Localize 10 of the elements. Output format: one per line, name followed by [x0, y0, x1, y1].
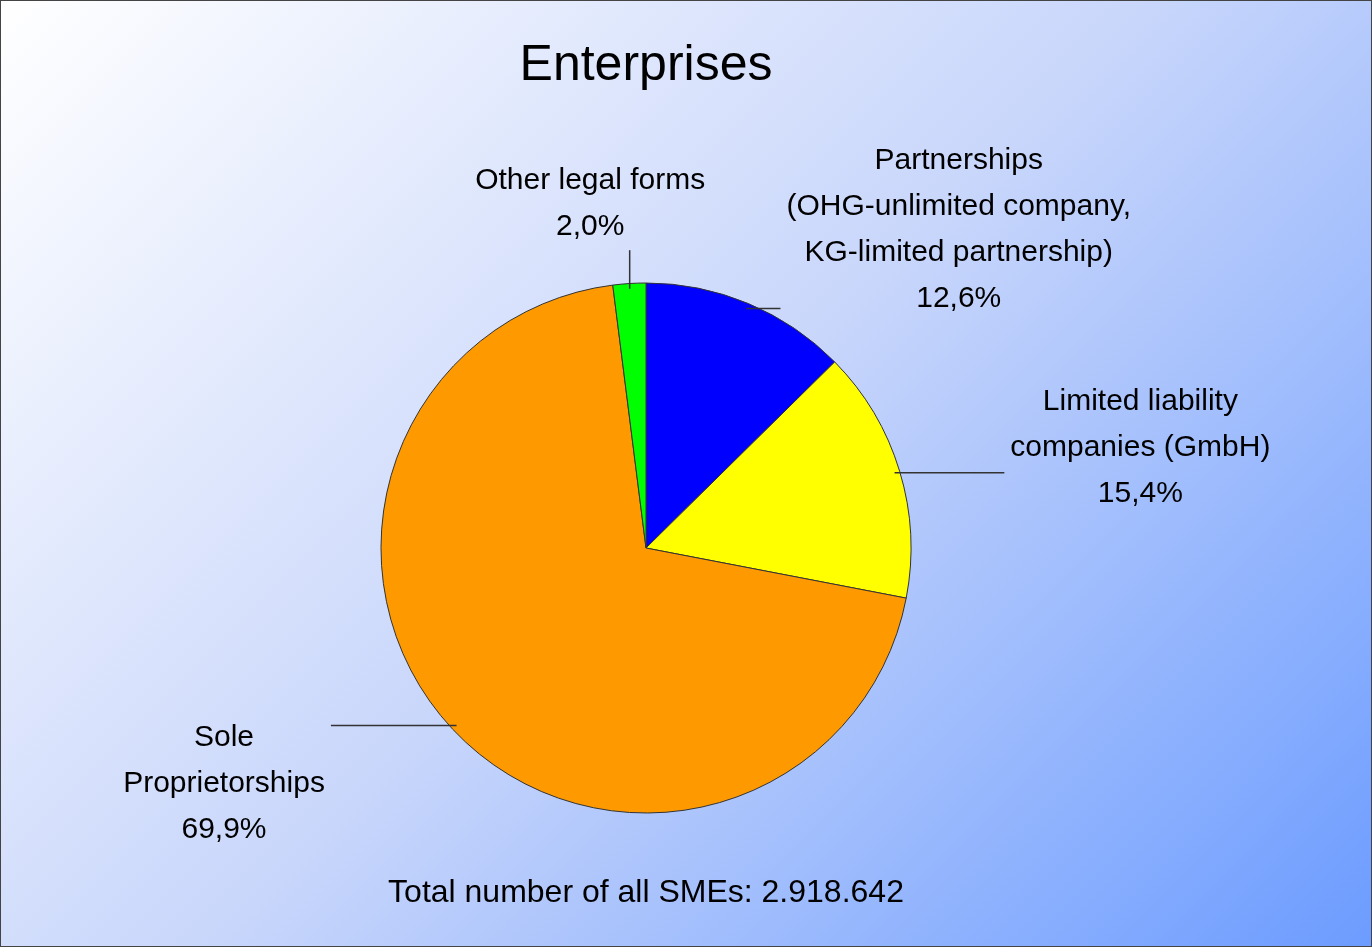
data-label: 15,4%: [1097, 475, 1183, 509]
slice-label: Sole Proprietorships: [123, 718, 325, 798]
data-label: 2,0%: [555, 208, 625, 242]
data-label: 12,6%: [916, 280, 1002, 314]
slice-label: Limited liability companies (GmbH): [1010, 383, 1271, 463]
data-label: 69,9%: [181, 810, 267, 844]
slice-label: Partnerships (OHG-unlimited company, KG-limited partnership): [786, 142, 1132, 268]
slice-label: Other legal forms: [475, 162, 706, 196]
chart-title: Enterprises: [519, 34, 773, 91]
text: Total number of all SMEs: 2.918.642: [388, 872, 904, 909]
